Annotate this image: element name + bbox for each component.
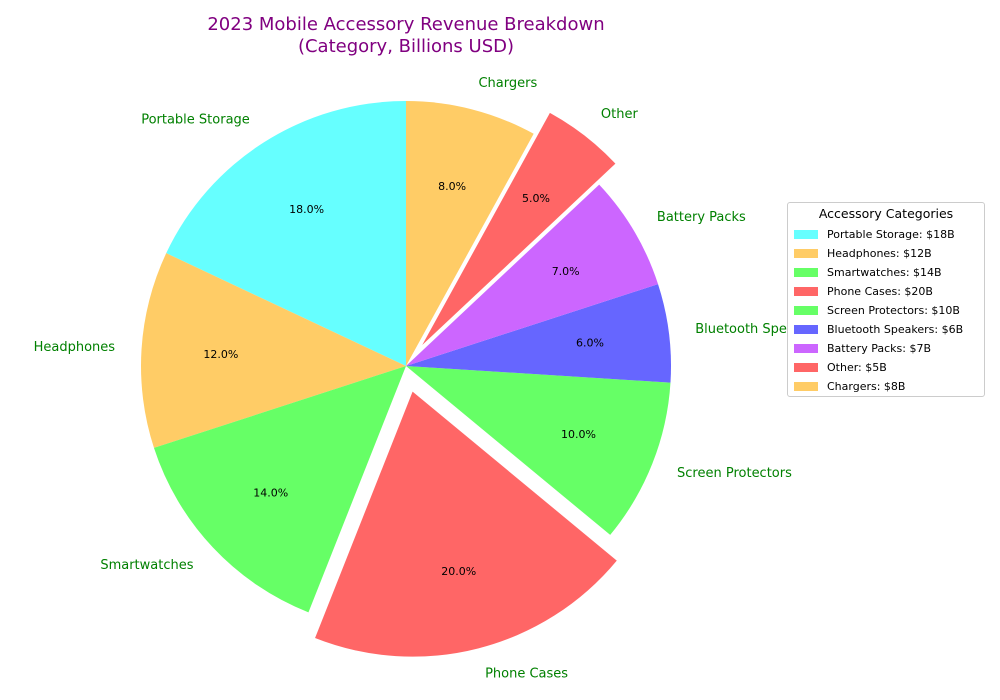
legend-swatch	[794, 382, 818, 391]
legend-swatch	[794, 249, 818, 258]
legend-label: Bluetooth Speakers: $6B	[827, 323, 964, 336]
legend-label: Chargers: $8B	[827, 380, 906, 393]
pie-slice-smartwatches	[153, 366, 406, 613]
pie-labels: 18.0% Portable Storage 12.0% Headphones 14.0…	[34, 76, 823, 681]
legend-item-bluetooth-speakers: Bluetooth Speakers: $6B	[794, 320, 978, 339]
pie-slice-battery-packs	[406, 184, 659, 366]
legend-item-headphones: Headphones: $12B	[794, 244, 978, 263]
category-label-phone-cases: Phone Cases	[485, 667, 568, 682]
pie-slice-bluetooth-speakers	[406, 284, 672, 383]
percent-label-smartwatches: 14.0%	[253, 486, 288, 499]
percent-label-headphones: 12.0%	[203, 348, 238, 361]
percent-label-chargers: 8.0%	[438, 180, 466, 193]
legend-items: Portable Storage: $18B Headphones: $12B Sm…	[794, 225, 978, 396]
category-label-screen-protectors: Screen Protectors	[677, 466, 792, 481]
legend-swatch	[794, 287, 818, 296]
pie-slice-phone-cases	[315, 391, 617, 657]
legend-swatch	[794, 363, 818, 372]
legend-title: Accessory Categories	[818, 206, 954, 221]
legend-label: Other: $5B	[827, 361, 887, 374]
category-label-other: Other	[601, 107, 639, 122]
category-label-battery-packs: Battery Packs	[657, 210, 746, 225]
legend-item-other: Other: $5B	[794, 358, 978, 377]
legend-item-smartwatches: Smartwatches: $14B	[794, 263, 978, 282]
chart-subtitle: (Category, Billions USD)	[298, 36, 514, 57]
legend-label: Screen Protectors: $10B	[827, 304, 960, 317]
pie-slice-other	[422, 112, 616, 346]
category-label-smartwatches: Smartwatches	[100, 558, 193, 573]
percent-label-portable-storage: 18.0%	[289, 203, 324, 216]
legend-swatch	[794, 230, 818, 239]
category-label-chargers: Chargers	[478, 76, 537, 91]
category-label-headphones: Headphones	[34, 340, 116, 355]
legend-label: Headphones: $12B	[827, 247, 932, 260]
legend-item-chargers: Chargers: $8B	[794, 377, 978, 396]
category-label-portable-storage: Portable Storage	[141, 112, 250, 127]
chart-title: 2023 Mobile Accessory Revenue Breakdown	[207, 14, 604, 35]
pie-slice-portable-storage	[166, 101, 406, 366]
legend-label: Smartwatches: $14B	[827, 266, 942, 279]
percent-label-bluetooth-speakers: 6.0%	[576, 336, 604, 349]
percent-label-phone-cases: 20.0%	[441, 565, 476, 578]
legend-item-portable-storage: Portable Storage: $18B	[794, 225, 978, 244]
pie-slices	[140, 101, 672, 657]
percent-label-battery-packs: 7.0%	[552, 265, 580, 278]
legend-label: Portable Storage: $18B	[827, 228, 955, 241]
legend-swatch	[794, 306, 818, 315]
legend: Accessory Categories Portable Storage: $…	[787, 202, 985, 397]
pie-slice-headphones	[140, 253, 406, 448]
pie-slice-chargers	[406, 101, 534, 366]
legend-label: Phone Cases: $20B	[827, 285, 933, 298]
percent-label-other: 5.0%	[522, 192, 550, 205]
legend-item-screen-protectors: Screen Protectors: $10B	[794, 301, 978, 320]
legend-swatch	[794, 344, 818, 353]
legend-swatch	[794, 268, 818, 277]
legend-swatch	[794, 325, 818, 334]
legend-item-battery-packs: Battery Packs: $7B	[794, 339, 978, 358]
pie-slice-screen-protectors	[406, 366, 671, 535]
legend-item-phone-cases: Phone Cases: $20B	[794, 282, 978, 301]
legend-label: Battery Packs: $7B	[827, 342, 931, 355]
percent-label-screen-protectors: 10.0%	[561, 428, 596, 441]
